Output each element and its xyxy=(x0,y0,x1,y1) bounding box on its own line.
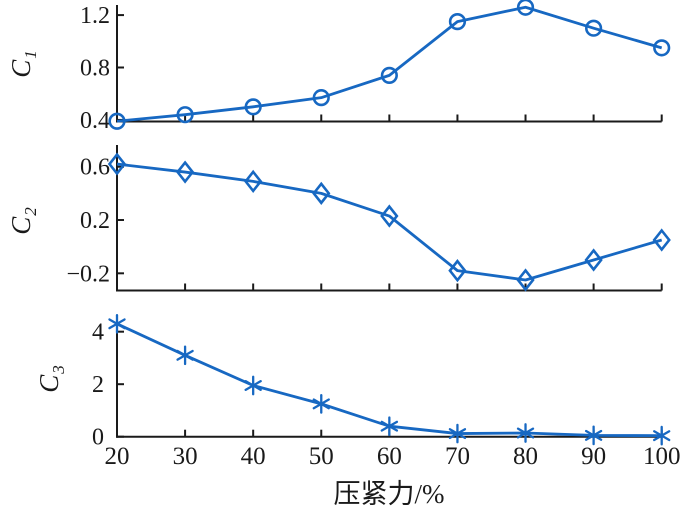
c3-marker xyxy=(312,398,330,410)
c3-marker xyxy=(448,428,467,440)
c2-marker xyxy=(312,181,331,205)
c1-marker xyxy=(312,89,330,107)
c2-marker xyxy=(448,259,467,283)
x-tick-label: 20 xyxy=(105,443,130,470)
c3-marker xyxy=(516,427,535,439)
c1-marker xyxy=(585,19,603,37)
c3-marker xyxy=(176,349,194,361)
c1-marker xyxy=(516,0,535,16)
x-tick-label: 70 xyxy=(445,443,470,470)
c3-ytick-label: 4 xyxy=(92,320,104,346)
c1-series-line xyxy=(116,5,663,123)
x-tick-label: 30 xyxy=(173,443,198,470)
c2-marker xyxy=(516,268,535,292)
c2-marker xyxy=(380,204,399,228)
x-tick-label: 100 xyxy=(643,443,681,470)
c1-marker xyxy=(380,66,398,84)
c2-ytick-label: 0.6 xyxy=(80,155,110,181)
c1-ytick-label: 0.8 xyxy=(80,56,110,82)
c3-marker xyxy=(380,420,399,432)
c3-marker xyxy=(108,318,126,330)
c1-ytick-label: 0.4 xyxy=(80,108,110,134)
c3-marker xyxy=(584,429,603,441)
x-tick-label: 90 xyxy=(581,443,606,470)
c3-axis-label: C3 xyxy=(34,365,68,393)
x-tick-label: 60 xyxy=(377,443,402,470)
c1-axis-label: C1 xyxy=(6,50,40,78)
c2-marker xyxy=(244,169,263,193)
c1-marker xyxy=(244,98,262,116)
x-tick-label: 40 xyxy=(241,443,266,470)
c1-marker xyxy=(653,39,671,57)
c2-marker xyxy=(107,152,127,176)
c2-series-line xyxy=(116,162,663,282)
c2-marker xyxy=(175,160,195,184)
c1-marker xyxy=(176,106,194,124)
c3-marker xyxy=(244,380,262,392)
x-tick-label: 80 xyxy=(513,443,538,470)
c3-ytick-label: 0 xyxy=(92,425,104,451)
c2-marker xyxy=(584,248,603,272)
x-tick-label: 50 xyxy=(309,443,334,470)
c3-ytick-label: 2 xyxy=(92,372,104,398)
c1-ytick-label: 1.2 xyxy=(80,3,110,29)
c2-ytick-label: 0.2 xyxy=(80,208,110,234)
x-axis-label: 压紧力/% xyxy=(334,479,445,509)
c3-marker xyxy=(653,430,671,442)
c1-marker xyxy=(448,13,467,31)
c2-marker xyxy=(652,228,671,252)
c2-ytick-label: −0.2 xyxy=(66,261,110,287)
c2-axis-label: C2 xyxy=(6,207,40,235)
c1-marker xyxy=(108,112,126,130)
